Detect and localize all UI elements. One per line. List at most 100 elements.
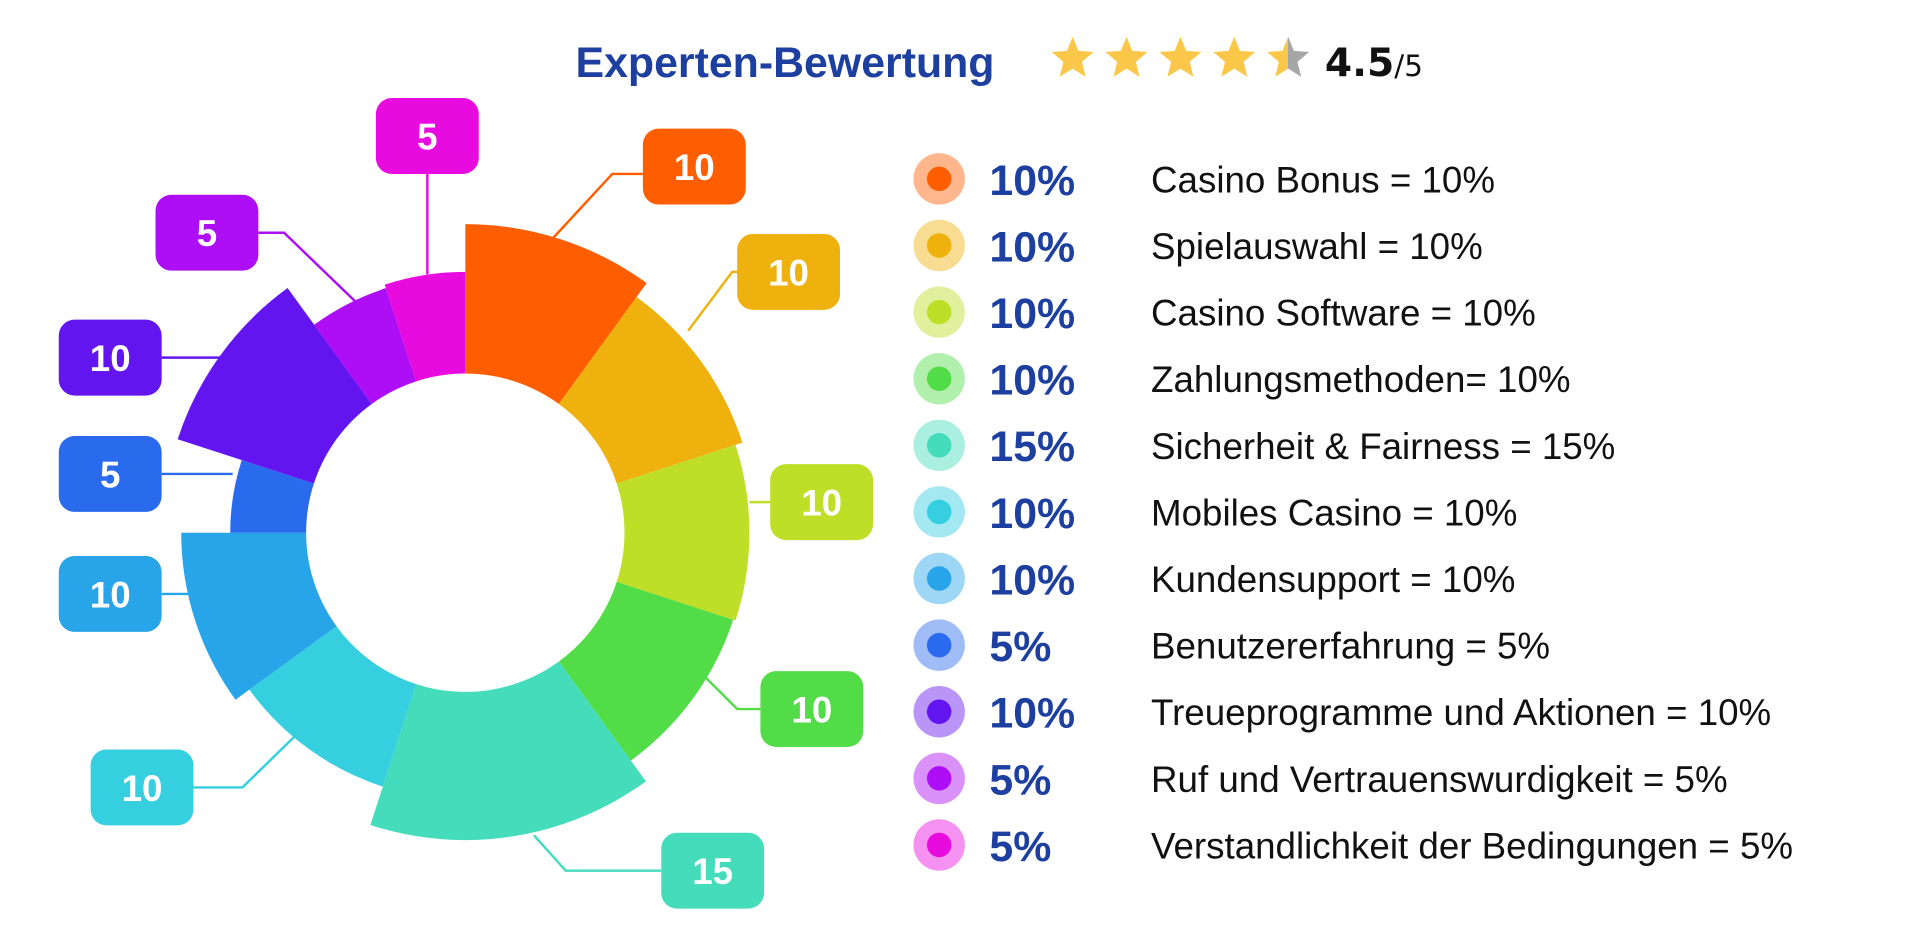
- legend-label: Casino Bonus = 10%: [1151, 159, 1495, 200]
- data-label: 10: [791, 690, 832, 731]
- legend-item: 10% Spielauswahl = 10%: [913, 219, 1483, 271]
- data-label-bg: [760, 671, 864, 748]
- slice-3: [558, 581, 734, 761]
- legend-percent: 10%: [989, 690, 1075, 738]
- header: Experten-Bewertung 4.5/5: [576, 36, 1423, 87]
- data-label: 5: [100, 454, 120, 495]
- legend-percent: 15%: [989, 423, 1075, 471]
- legend-label: Verstandlichkeit der Bedingungen = 5%: [1151, 825, 1793, 866]
- data-label-box: 10: [90, 749, 194, 826]
- data-label-bg: [58, 435, 162, 512]
- legend-item: 10% Kundensupport = 10%: [913, 552, 1515, 604]
- legend-percent: 5%: [989, 756, 1051, 804]
- data-label-bg: [661, 832, 765, 909]
- legend-label: Zahlungsmethoden= 10%: [1151, 359, 1571, 400]
- legend-item: 5% Verstandlichkeit der Bedingungen = 5%: [913, 819, 1793, 871]
- slice-10: [384, 271, 466, 382]
- data-label: 10: [801, 483, 842, 524]
- data-label-box: 15: [661, 832, 765, 909]
- legend-label: Mobiles Casino = 10%: [1151, 492, 1517, 533]
- star-rating: [1051, 36, 1310, 77]
- legend-percent: 5%: [989, 823, 1051, 871]
- legend-percent: 10%: [989, 357, 1075, 405]
- data-label-box: 5: [375, 98, 479, 174]
- legend-marker-icon: [926, 766, 952, 791]
- leader-line: [532, 834, 662, 872]
- legend-label: Benutzererfahrung = 5%: [1151, 626, 1550, 667]
- donut-slices: [177, 224, 750, 841]
- data-label: 10: [768, 252, 809, 293]
- rating-value: 4.5: [1325, 41, 1394, 86]
- star-icon: [1267, 36, 1310, 77]
- slice-2: [616, 444, 750, 621]
- slice-7: [230, 460, 314, 533]
- data-label-bg: [770, 464, 874, 541]
- data-label: 10: [90, 574, 131, 615]
- leader-line: [258, 231, 356, 303]
- legend-item: 10% Mobiles Casino = 10%: [913, 486, 1517, 538]
- data-label-box: 10: [737, 233, 840, 310]
- legend-marker-icon: [926, 499, 952, 525]
- data-label-bg: [642, 128, 746, 205]
- slice-4: [370, 661, 646, 841]
- data-label-box: 10: [58, 555, 162, 632]
- legend-label: Spielauswahl = 10%: [1151, 226, 1483, 267]
- legend-percent: 10%: [989, 490, 1075, 538]
- rating-score: 4.5/5: [1325, 41, 1423, 86]
- legend-label: Treueprogramme und Aktionen = 10%: [1151, 692, 1771, 733]
- legend-item: 10% Zahlungsmethoden= 10%: [913, 352, 1571, 405]
- legend-marker-icon: [926, 632, 952, 658]
- legend-marker-icon: [926, 366, 952, 391]
- data-label-bg: [737, 233, 840, 310]
- legend-label: Kundensupport = 10%: [1151, 559, 1515, 600]
- legend-percent: 10%: [989, 290, 1075, 338]
- leader-line: [699, 671, 761, 711]
- data-label-bg: [375, 98, 479, 174]
- legend: 10% Casino Bonus = 10% 10% Spielauswahl = 1…: [913, 153, 1793, 871]
- legend-item: 10% Casino Software = 10%: [913, 286, 1536, 338]
- legend-marker-icon: [926, 233, 952, 258]
- leader-line: [687, 270, 739, 332]
- legend-percent: 10%: [989, 157, 1075, 205]
- star-icon: [1159, 36, 1202, 77]
- legend-label: Casino Software = 10%: [1151, 293, 1536, 334]
- chart-title: Experten-Bewertung: [576, 39, 995, 87]
- data-label-box: 10: [760, 671, 864, 748]
- data-label: 5: [417, 116, 437, 157]
- data-label: 10: [122, 768, 163, 809]
- slice-9: [314, 288, 417, 404]
- data-label-box: 5: [58, 435, 162, 512]
- legend-item: 5% Ruf und Vertrauenswurdigkeit = 5%: [913, 752, 1728, 804]
- leader-lines: [161, 172, 771, 872]
- data-label-box: 10: [642, 128, 746, 205]
- leader-line: [552, 172, 643, 239]
- data-label-box: 5: [155, 194, 259, 271]
- slice-5: [249, 626, 417, 787]
- legend-item: 5% Benutzererfahrung = 5%: [913, 619, 1550, 671]
- data-label: 5: [197, 213, 217, 254]
- legend-label: Ruf und Vertrauenswurdigkeit = 5%: [1151, 759, 1728, 800]
- slice-8: [177, 288, 372, 484]
- legend-item: 10% Treueprogramme und Aktionen = 10%: [913, 686, 1771, 738]
- data-label: 10: [674, 147, 715, 188]
- slice-1: [558, 296, 743, 484]
- data-label-bg: [58, 319, 162, 396]
- legend-percent: 10%: [989, 223, 1075, 271]
- legend-item: 10% Casino Bonus = 10%: [913, 153, 1495, 205]
- legend-percent: 5%: [989, 623, 1051, 671]
- data-label-box: 10: [770, 464, 874, 541]
- data-label-box: 10: [58, 319, 162, 396]
- slice-0: [465, 224, 647, 404]
- legend-marker-icon: [926, 566, 952, 591]
- star-icon: [1213, 36, 1256, 77]
- legend-marker-icon: [926, 699, 952, 724]
- legend-item: 15% Sicherheit & Fairness = 15%: [913, 419, 1615, 471]
- leader-line: [193, 733, 298, 789]
- data-label: 15: [692, 851, 733, 892]
- data-label-bg: [155, 194, 259, 271]
- data-label-bg: [58, 555, 162, 632]
- legend-marker-icon: [926, 299, 952, 325]
- data-label-bg: [90, 749, 194, 826]
- legend-marker-icon: [926, 433, 952, 458]
